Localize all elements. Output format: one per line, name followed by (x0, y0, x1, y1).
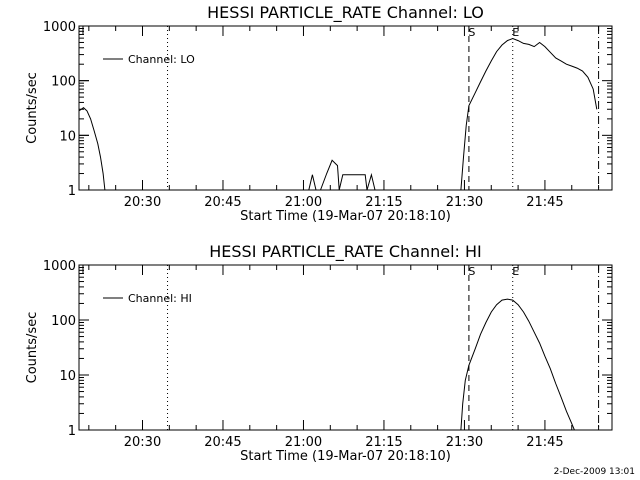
y-tick-label: 100 (51, 314, 76, 329)
chart-panel-1: HESSI PARTICLE_RATE Channel: HI 1 10 100 100… (25, 242, 613, 464)
legend-entry: Channel: LO (128, 53, 195, 66)
series-line (78, 107, 106, 191)
y-tick-label: 1000 (43, 20, 76, 35)
x-tick-label: 21:30 (446, 195, 483, 210)
x-tick-label: 20:30 (124, 435, 161, 450)
x-axis-label: Start Time (19-Mar-07 20:18:10) (240, 449, 451, 464)
y-tick-label: 1000 (43, 259, 76, 274)
x-tick-label: 20:30 (124, 195, 161, 210)
event-marker-label: E (512, 265, 519, 278)
y-axis-label: Counts/sec (25, 312, 40, 384)
legend-entry: Channel: HI (128, 292, 192, 305)
x-tick-label: 20:45 (204, 195, 241, 210)
y-axis-label: Counts/sec (25, 72, 40, 144)
x-tick-label: 20:45 (204, 435, 241, 450)
y-tick-label: 1 (68, 424, 76, 439)
y-tick-label: 10 (59, 369, 76, 384)
x-tick-label: 21:00 (285, 435, 322, 450)
series-line (308, 159, 376, 191)
y-tick-label: 10 (59, 129, 76, 144)
x-tick-label: 21:30 (446, 435, 483, 450)
chart-title: HESSI PARTICLE_RATE Channel: LO (207, 3, 484, 23)
y-tick-label: 100 (51, 75, 76, 90)
x-tick-label: 21:45 (526, 435, 563, 450)
x-tick-label: 21:00 (285, 195, 322, 210)
event-marker-label: E (512, 26, 519, 39)
series-line (460, 298, 575, 431)
x-tick-label: 21:15 (365, 195, 402, 210)
chart-panel-0: HESSI PARTICLE_RATE Channel: LO 1 10 100 100… (25, 3, 613, 224)
y-tick-label: 1 (68, 184, 76, 199)
x-tick-label: 21:15 (365, 435, 402, 450)
series-line (460, 37, 598, 191)
chart-title: HESSI PARTICLE_RATE Channel: HI (209, 242, 482, 262)
x-axis-label: Start Time (19-Mar-07 20:18:10) (240, 209, 451, 224)
event-marker-label: S (468, 265, 475, 278)
plot-frame (78, 264, 613, 431)
x-tick-label: 21:45 (526, 195, 563, 210)
footer-timestamp: 2-Dec-2009 13:01 (554, 467, 635, 477)
plot-frame (78, 25, 613, 191)
event-marker-label: S (468, 26, 475, 39)
